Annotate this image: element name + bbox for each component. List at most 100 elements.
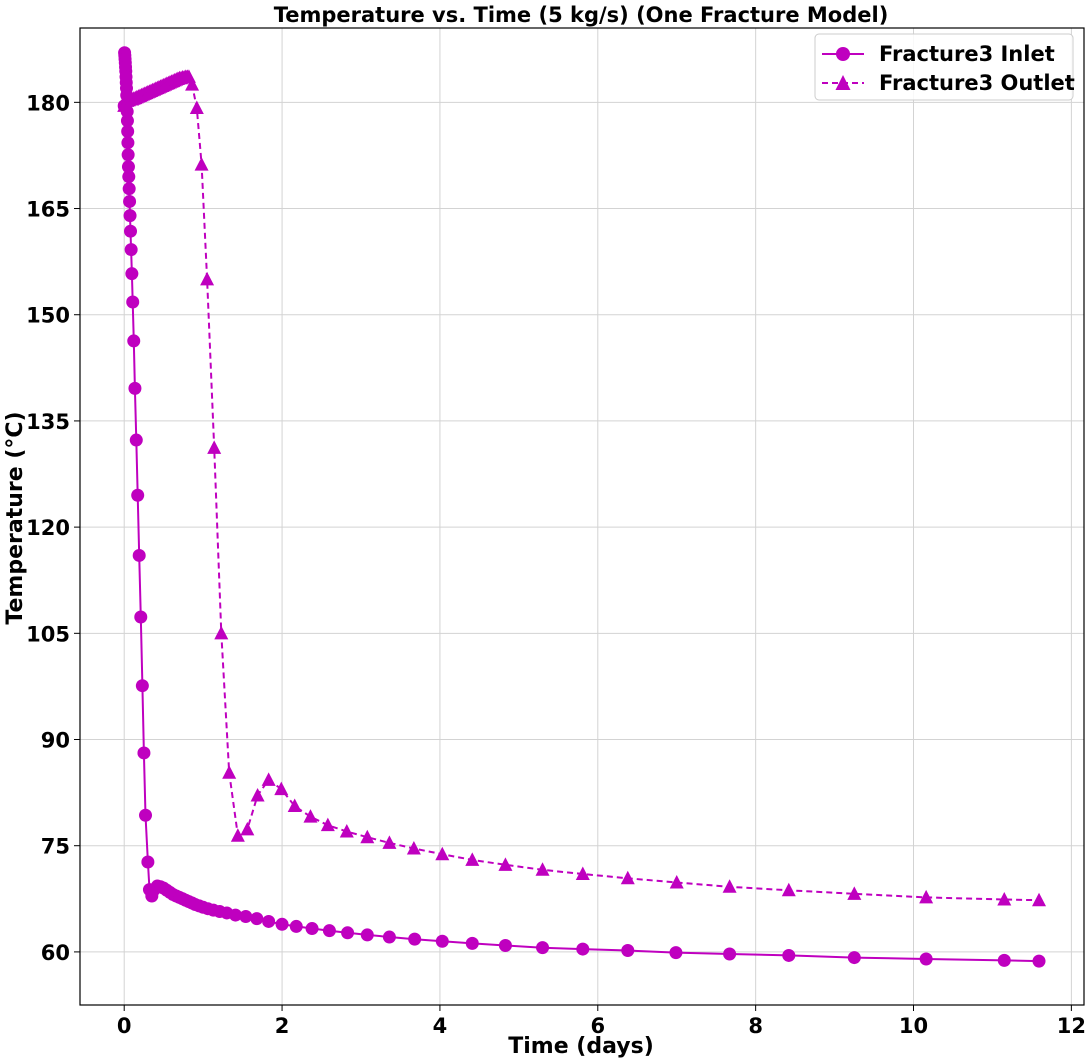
data-point	[535, 862, 550, 876]
data-point	[139, 808, 153, 822]
y-tick-label: 180	[26, 91, 70, 115]
data-point	[250, 912, 264, 926]
data-point	[274, 781, 289, 796]
data-point	[341, 926, 355, 940]
data-point	[121, 160, 135, 174]
data-point	[669, 946, 683, 960]
data-point	[847, 951, 861, 965]
data-point	[339, 824, 354, 838]
data-point	[125, 267, 139, 281]
data-point	[122, 182, 136, 196]
data-point	[131, 488, 145, 502]
data-point	[997, 953, 1011, 967]
legend-marker-circle-icon	[836, 47, 850, 61]
data-point	[214, 625, 229, 640]
data-point	[435, 934, 449, 948]
y-tick-label: 60	[41, 941, 70, 965]
data-point	[141, 855, 155, 869]
legend-entry-inlet: Fracture3 Inlet	[822, 42, 1055, 66]
data-point	[465, 852, 480, 866]
data-point	[228, 908, 242, 922]
chart-title: Temperature vs. Time (5 kg/s) (One Fract…	[274, 3, 889, 27]
data-point	[435, 846, 450, 861]
data-point	[126, 295, 140, 309]
data-point	[303, 809, 318, 823]
data-point	[498, 857, 513, 871]
data-point	[781, 882, 796, 897]
data-point	[287, 798, 302, 813]
legend-marker-triangle-icon	[835, 75, 851, 90]
data-point	[782, 948, 796, 962]
x-tick-label: 12	[1057, 1014, 1086, 1038]
y-axis: 60 75 90 105 120 135 150 165 180	[26, 91, 80, 965]
y-tick-label: 105	[26, 622, 70, 646]
data-point	[239, 910, 253, 924]
data-point	[137, 746, 151, 760]
legend-label-outlet: Fracture3 Outlet	[879, 71, 1075, 95]
data-point	[919, 889, 934, 904]
data-point	[621, 943, 635, 957]
data-point	[250, 787, 265, 802]
data-point	[123, 209, 137, 223]
x-tick-label: 8	[748, 1014, 763, 1038]
legend-entry-outlet: Fracture3 Outlet	[822, 71, 1075, 95]
data-point	[121, 148, 135, 162]
data-point	[123, 194, 137, 208]
data-point	[406, 841, 421, 855]
data-point	[189, 100, 204, 115]
data-point	[997, 892, 1012, 906]
y-tick-label: 150	[26, 304, 70, 328]
data-point	[305, 922, 319, 936]
data-point	[847, 886, 862, 900]
y-tick-label: 90	[41, 729, 70, 753]
data-point	[465, 936, 479, 950]
data-point	[919, 952, 933, 966]
grid	[80, 28, 1084, 1005]
legend-frame	[814, 33, 1074, 101]
series-line	[123, 52, 1040, 963]
data-point	[230, 828, 245, 842]
data-point	[200, 271, 215, 286]
data-point	[382, 835, 397, 849]
x-axis-label: Time (days)	[508, 1034, 654, 1059]
y-tick-label: 75	[41, 835, 70, 859]
data-point	[289, 919, 303, 933]
data-point	[240, 821, 255, 836]
legend: Fracture3 Inlet Fracture3 Outlet	[814, 33, 1075, 101]
data-point	[536, 941, 550, 955]
x-tick-label: 4	[433, 1014, 448, 1038]
y-axis-label: Temperature (°C)	[3, 411, 28, 624]
x-tick-label: 10	[899, 1014, 928, 1038]
legend-label-inlet: Fracture3 Inlet	[879, 42, 1055, 66]
data-point	[576, 942, 590, 956]
data-point	[135, 679, 149, 693]
x-tick-label: 2	[275, 1014, 290, 1038]
data-point	[222, 765, 237, 779]
data-point	[121, 124, 135, 138]
data-point	[262, 914, 276, 928]
data-point	[322, 924, 336, 938]
data-point	[207, 440, 222, 454]
series-layer	[117, 46, 1047, 968]
data-point	[1032, 954, 1046, 968]
data-point	[134, 610, 148, 624]
plot-area	[79, 27, 1085, 1006]
data-point	[261, 772, 276, 786]
data-point	[408, 932, 422, 946]
y-tick-label: 120	[26, 516, 70, 540]
data-point	[360, 829, 375, 844]
data-point	[194, 157, 209, 171]
x-tick-label: 6	[590, 1014, 605, 1038]
data-point	[575, 866, 590, 881]
x-tick-label: 0	[117, 1014, 132, 1038]
y-tick-label: 135	[26, 410, 70, 434]
data-point	[185, 77, 200, 91]
y-tick-label: 165	[26, 198, 70, 222]
series-line	[123, 75, 1040, 902]
data-point	[498, 939, 512, 953]
data-point	[382, 930, 396, 944]
data-point	[128, 381, 142, 395]
data-point	[129, 433, 143, 447]
data-point	[320, 817, 335, 832]
